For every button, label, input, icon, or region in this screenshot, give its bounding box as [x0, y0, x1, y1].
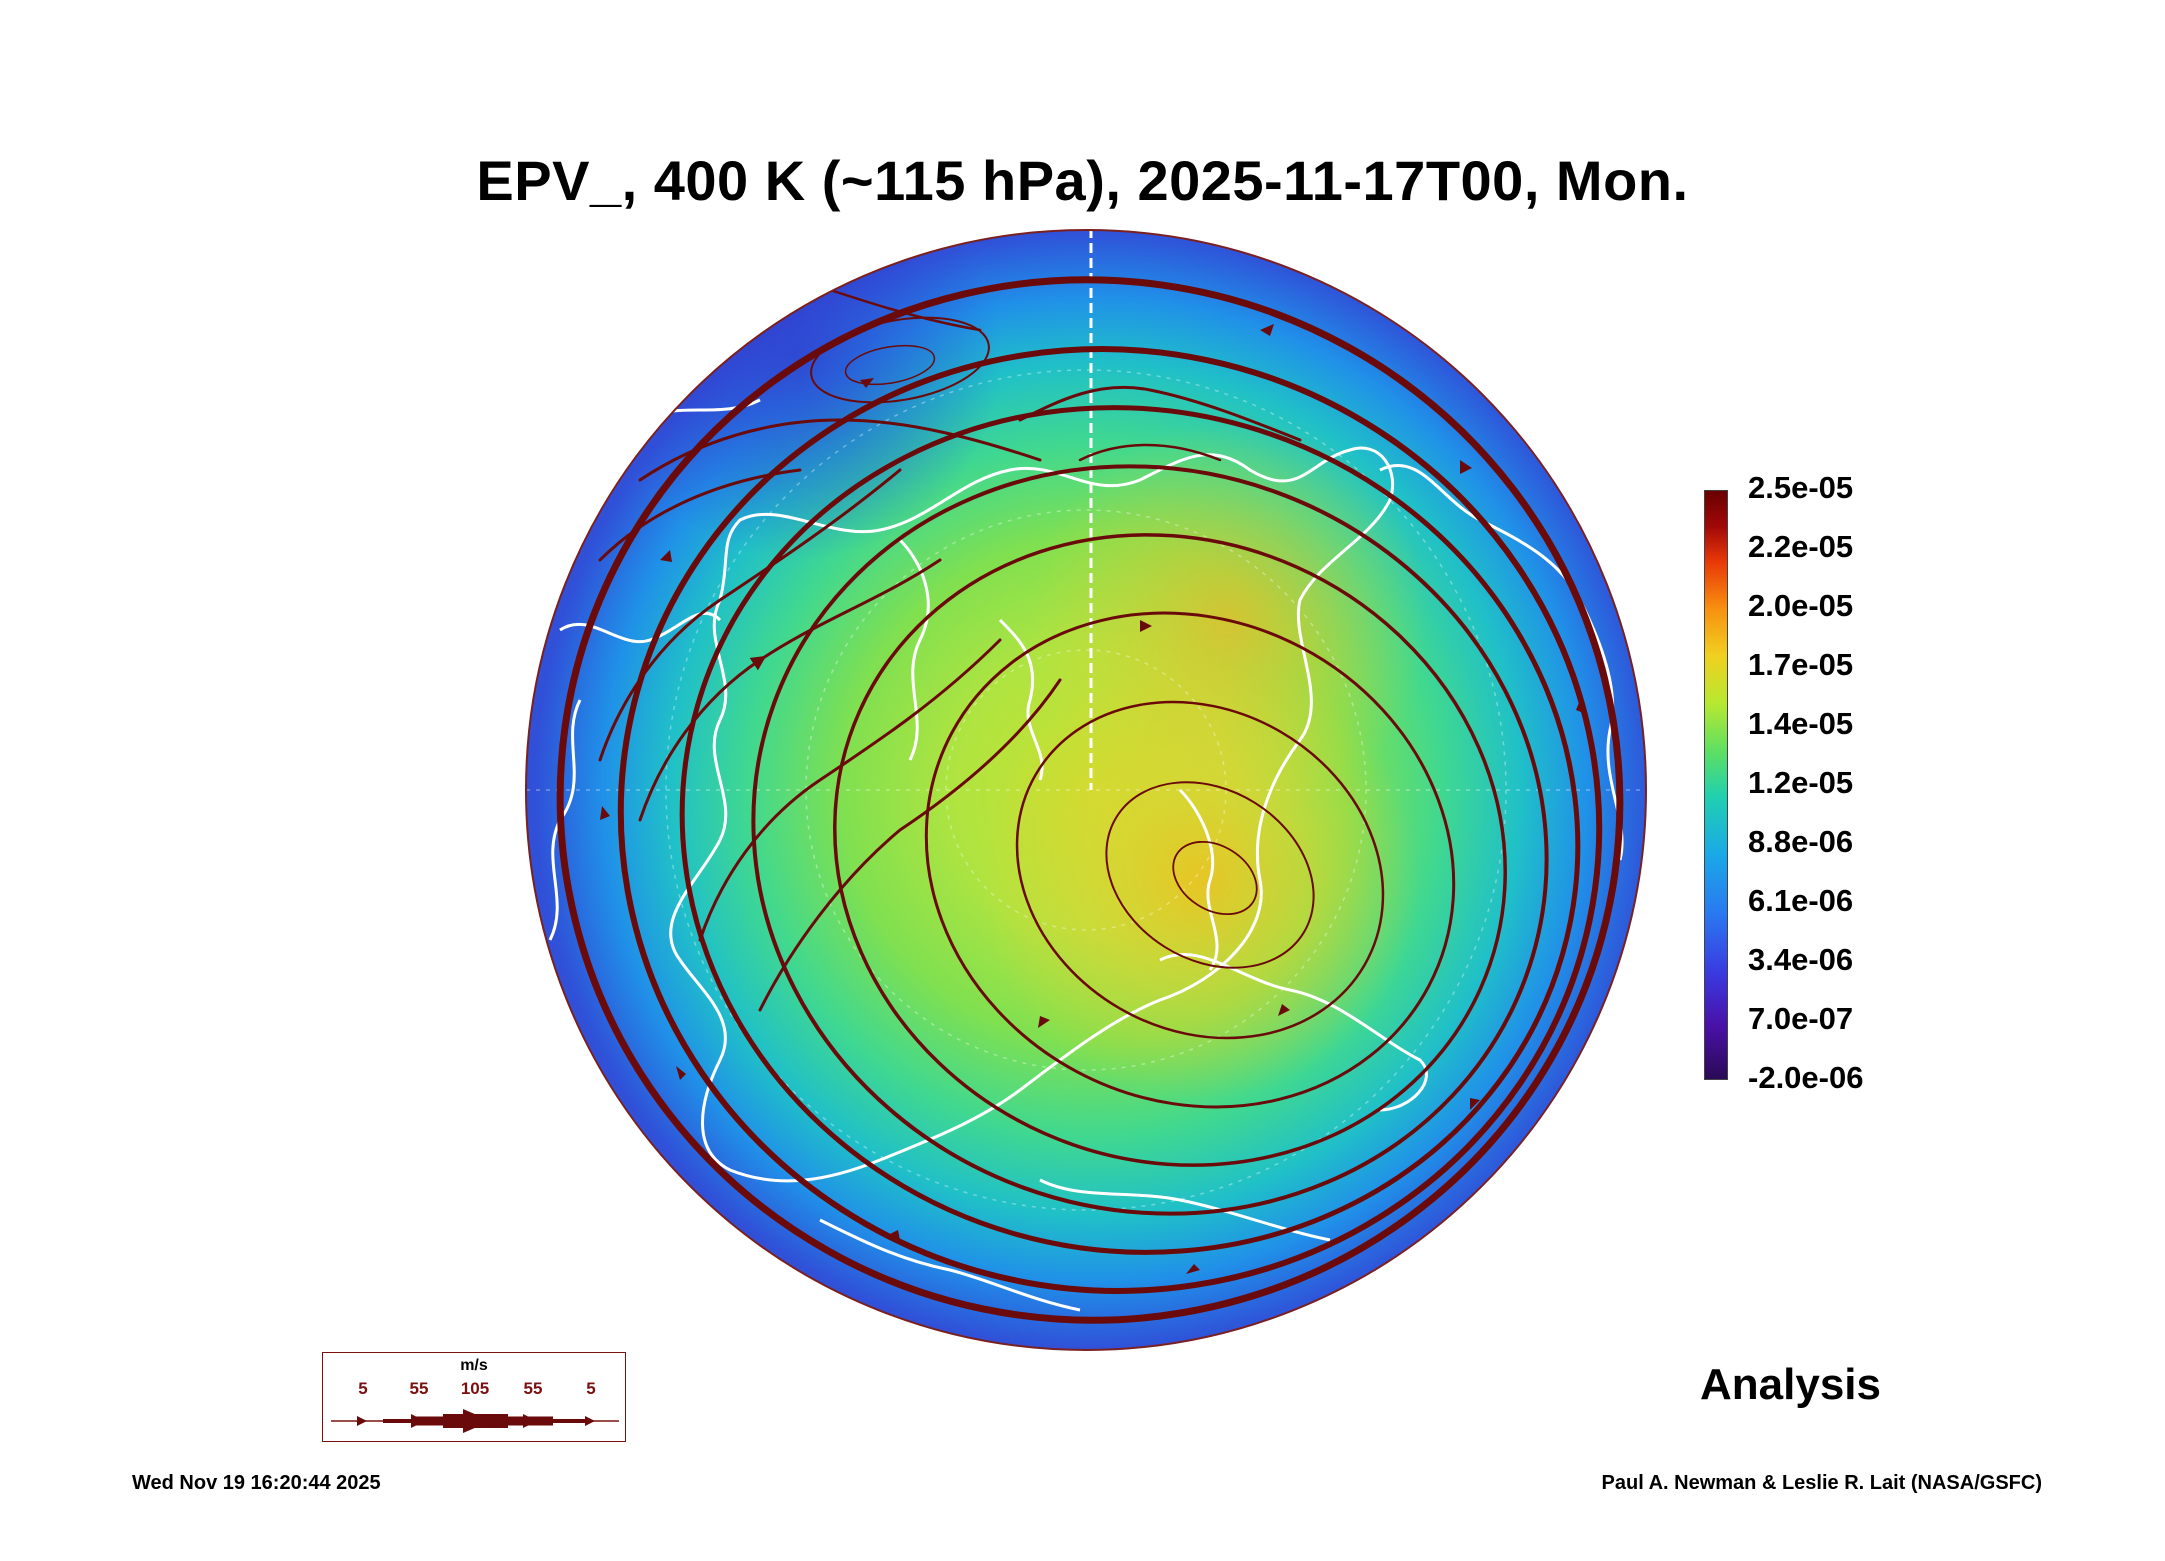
- wind-legend-tick: 5: [586, 1379, 596, 1398]
- streamlines: [556, 276, 1624, 1324]
- wind-speed-legend: m/s 5 55 105 55 5: [322, 1352, 626, 1442]
- colorbar-label: 1.2e-05: [1748, 765, 1854, 800]
- timestamp: Wed Nov 19 16:20:44 2025: [132, 1472, 381, 1494]
- colorbar-label: 2.5e-05: [1748, 470, 1854, 505]
- colorbar: [1704, 490, 1728, 1080]
- colorbar-label: 1.4e-05: [1748, 706, 1854, 741]
- globe-outline: [525, 229, 1647, 1351]
- map-title: EPV_, 400 K (~115 hPa), 2025-11-17T00, M…: [476, 149, 1689, 212]
- colorbar-label: 2.0e-05: [1748, 588, 1854, 623]
- wind-legend-tick: 55: [523, 1379, 543, 1398]
- wind-legend-tick: 5: [358, 1379, 368, 1398]
- wind-legend-tick: 55: [409, 1379, 429, 1398]
- colorbar-label: 2.2e-05: [1748, 529, 1854, 564]
- analysis-label: Analysis: [1700, 1360, 1881, 1409]
- colorbar-label: -2.0e-06: [1748, 1060, 1864, 1095]
- colorbar-labels: 2.5e-05 2.2e-05 2.0e-05 1.7e-05 1.4e-05 …: [1748, 470, 1908, 1110]
- colorbar-label: 7.0e-07: [1748, 1001, 1854, 1036]
- colorbar-label: 3.4e-06: [1748, 942, 1854, 977]
- streamline-arrows: [600, 324, 1586, 1274]
- colorbar-label: 8.8e-06: [1748, 824, 1854, 859]
- colorbar-label: 1.7e-05: [1748, 647, 1854, 682]
- wind-legend-arrow: [331, 1409, 619, 1433]
- colorbar-label: 6.1e-06: [1748, 883, 1854, 918]
- credit: Paul A. Newman & Leslie R. Lait (NASA/GS…: [1601, 1472, 2042, 1494]
- wind-legend-tick: 105: [460, 1379, 490, 1398]
- wind-legend-units: m/s: [460, 1357, 488, 1374]
